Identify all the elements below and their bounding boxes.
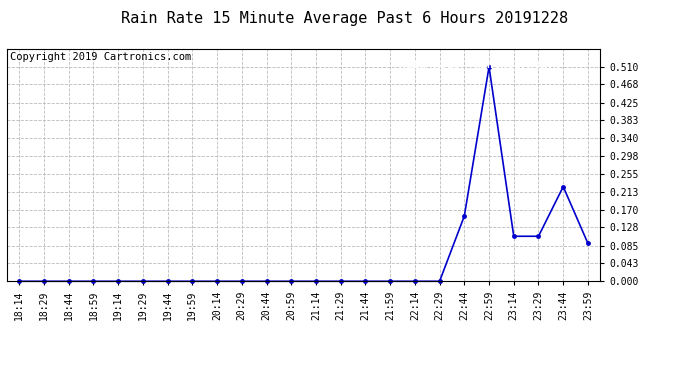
Text: Copyright 2019 Cartronics.com: Copyright 2019 Cartronics.com [10, 53, 192, 63]
Text: Rain Rate  (Inches/Hour): Rain Rate (Inches/Hour) [399, 60, 560, 70]
Text: Rain Rate 15 Minute Average Past 6 Hours 20191228: Rain Rate 15 Minute Average Past 6 Hours… [121, 11, 569, 26]
